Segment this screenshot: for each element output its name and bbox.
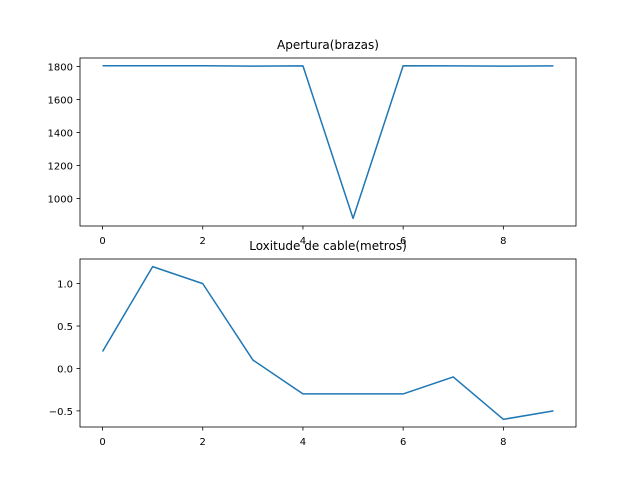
axes-frame bbox=[79, 258, 577, 428]
x-tick-label: 6 bbox=[400, 236, 406, 247]
series-line-1 bbox=[101, 265, 554, 421]
subplot-title: Loxitude de cable(metros) bbox=[249, 239, 407, 253]
subplot-title: Apertura(brazas) bbox=[277, 38, 379, 52]
subplot-2: Loxitude de cable(metros) 0 2 4 6 8 −0.5 0.0 0.5… bbox=[49, 239, 577, 448]
x-tick-label: 8 bbox=[500, 236, 506, 247]
axes-frame bbox=[79, 57, 577, 227]
y-tick-label: −0.5 bbox=[49, 407, 73, 418]
y-tick-label: 0.5 bbox=[57, 322, 73, 333]
y-tick-label: 1.0 bbox=[57, 280, 73, 291]
y-tick-label: 1800 bbox=[48, 63, 73, 74]
x-tick-label: 0 bbox=[99, 437, 105, 448]
y-tick-label: 0.0 bbox=[57, 364, 73, 375]
x-tick-label: 2 bbox=[200, 236, 206, 247]
x-tick-label: 8 bbox=[500, 437, 506, 448]
y-tick-label: 1000 bbox=[48, 195, 73, 206]
x-tick-label: 0 bbox=[99, 236, 105, 247]
subplot-1: Apertura(brazas) 0 2 4 6 8 1000 1200 1400 1600 180… bbox=[48, 38, 577, 247]
x-tick-label: 6 bbox=[400, 437, 406, 448]
y-tick-label: 1400 bbox=[48, 129, 73, 140]
x-tick-label: 4 bbox=[300, 437, 306, 448]
y-tick-label: 1600 bbox=[48, 96, 73, 107]
x-tick-label: 4 bbox=[300, 236, 306, 247]
y-tick-label: 1200 bbox=[48, 162, 73, 173]
series-line-1 bbox=[102, 65, 554, 220]
x-tick-label: 2 bbox=[200, 437, 206, 448]
